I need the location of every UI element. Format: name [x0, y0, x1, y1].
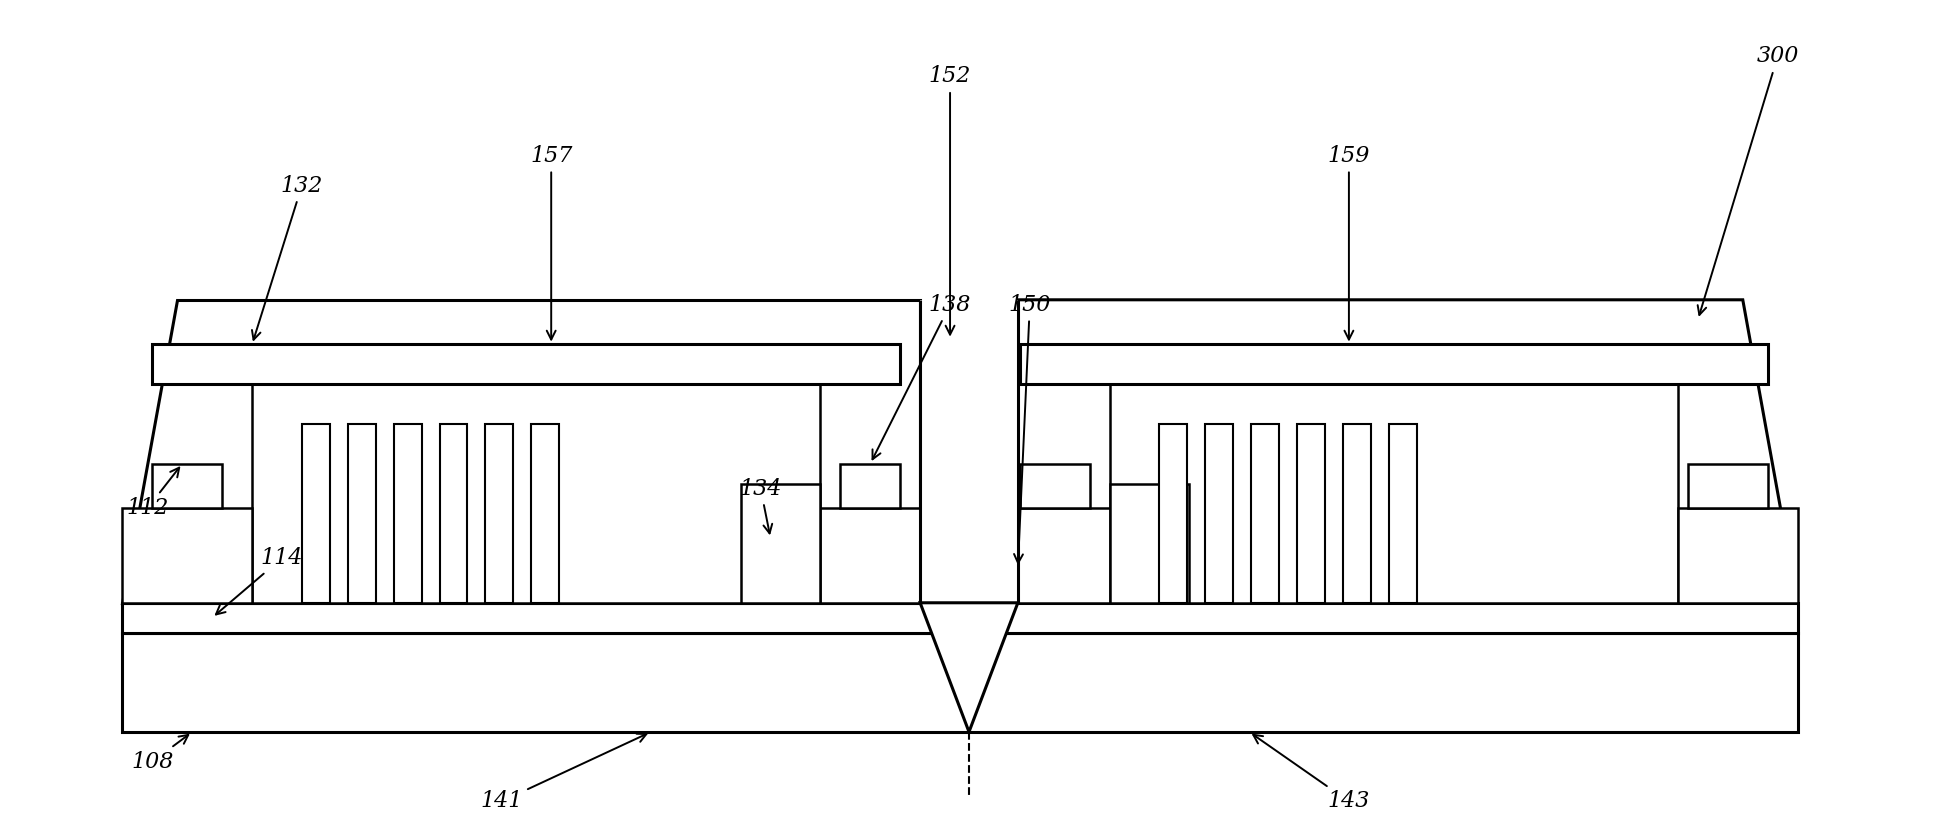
Text: 108: 108 — [132, 735, 188, 773]
Text: 150: 150 — [1008, 294, 1050, 563]
Text: 159: 159 — [1328, 145, 1370, 340]
Text: 112: 112 — [126, 467, 178, 519]
Text: 300: 300 — [1698, 45, 1798, 315]
Bar — [1110, 483, 1190, 602]
Bar — [1019, 464, 1089, 508]
Bar — [841, 464, 899, 508]
Bar — [1678, 508, 1798, 602]
Bar — [153, 345, 899, 384]
Bar — [1159, 424, 1188, 602]
Bar — [531, 424, 560, 602]
Bar — [740, 483, 820, 602]
Bar — [122, 602, 1798, 633]
Bar — [1019, 345, 1767, 384]
Text: 114: 114 — [215, 547, 302, 614]
Bar — [440, 424, 467, 602]
Bar — [347, 424, 376, 602]
Bar — [252, 384, 820, 602]
Bar — [393, 424, 422, 602]
Text: 152: 152 — [928, 65, 971, 335]
Bar — [153, 464, 223, 508]
Text: 138: 138 — [872, 294, 971, 459]
Polygon shape — [921, 602, 1017, 732]
Text: 132: 132 — [252, 175, 324, 340]
Polygon shape — [122, 300, 921, 602]
Text: 157: 157 — [529, 145, 572, 340]
Polygon shape — [1017, 300, 1798, 602]
Bar — [302, 424, 329, 602]
Bar — [1688, 464, 1767, 508]
Text: 134: 134 — [740, 477, 781, 534]
Bar — [484, 424, 514, 602]
Bar — [921, 300, 1017, 602]
Text: 143: 143 — [1254, 735, 1370, 812]
Bar — [820, 508, 921, 602]
Bar — [1252, 424, 1279, 602]
Bar — [122, 508, 252, 602]
Bar — [1297, 424, 1326, 602]
Bar — [1017, 508, 1110, 602]
Bar — [1205, 424, 1233, 602]
Bar — [122, 633, 1798, 732]
Bar — [1390, 424, 1417, 602]
Bar — [1343, 424, 1370, 602]
Text: 141: 141 — [481, 734, 647, 812]
Bar — [1110, 384, 1678, 602]
